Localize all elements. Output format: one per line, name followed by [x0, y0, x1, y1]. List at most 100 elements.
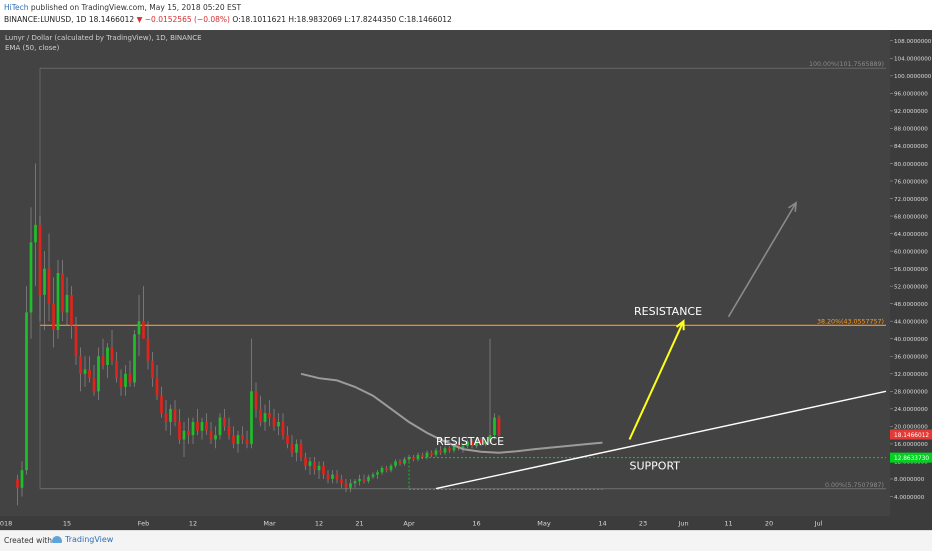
support-price-tag	[890, 452, 932, 463]
tradingview-brand-label: TradingView	[65, 535, 114, 544]
candle-body	[452, 443, 456, 451]
candle-body	[344, 483, 348, 488]
candle-body	[65, 294, 69, 313]
candle-body	[155, 378, 159, 396]
y-tick-label: 60.0000000	[894, 249, 928, 255]
candle-body	[367, 476, 370, 482]
candle-body	[304, 457, 307, 466]
projection-arrow-line	[628, 320, 685, 440]
candle-body	[74, 325, 78, 357]
candle-body	[290, 443, 294, 453]
candle-body	[16, 478, 19, 488]
y-tick-label: 48.0000000	[894, 302, 928, 308]
y-tick-label: 12.0000000	[894, 460, 928, 466]
candle-body	[196, 421, 199, 431]
candle-body	[182, 430, 186, 440]
candle-body	[205, 421, 208, 431]
candle-body	[223, 417, 226, 427]
y-tick-label: 28.0000000	[894, 390, 928, 396]
x-tick-label: 21	[355, 520, 363, 528]
y-tick-label: 20.0000000	[894, 425, 928, 431]
candle-body	[137, 321, 141, 335]
candle-body	[295, 443, 298, 453]
candle-body	[331, 474, 334, 479]
candle-body	[34, 224, 37, 243]
price-chart[interactable]: 100.00%(101.7565889) 38.20%(43.0557757) 0.…	[0, 30, 932, 530]
candle-body	[124, 373, 127, 387]
candle-body	[160, 395, 163, 414]
candle-body	[236, 435, 240, 444]
candle-body	[398, 461, 402, 464]
candle-body	[241, 435, 244, 440]
price-axis-background	[890, 30, 932, 530]
chart-footer: Created with TradingView	[0, 530, 932, 551]
candle-body	[317, 465, 321, 471]
x-tick-label: Jun	[677, 520, 688, 528]
candle-body	[353, 481, 357, 484]
candle-body	[380, 467, 384, 473]
chart-area[interactable]: 100.00%(101.7565889) 38.20%(43.0557757) 0.…	[0, 30, 932, 530]
y-tick-label: 84.0000000	[894, 144, 928, 150]
symbol-label: BINANCE:LUNUSD, 1D	[4, 15, 87, 24]
candle-body	[371, 474, 375, 477]
candle-body	[448, 448, 451, 451]
candle-body	[254, 391, 258, 409]
candle-body	[443, 448, 447, 453]
y-tick-label: 80.0000000	[894, 162, 928, 168]
candle-body	[79, 356, 82, 374]
y-tick-label: 52.0000000	[894, 284, 928, 290]
candle-body	[389, 465, 393, 471]
price-change: −0.0152565 (−0.08%)	[144, 15, 230, 24]
tradingview-logo-icon	[52, 536, 62, 543]
y-tick-label: 88.0000000	[894, 127, 928, 133]
candle-body	[439, 450, 442, 453]
y-tick-label: 36.0000000	[894, 355, 928, 361]
candle-body	[461, 446, 465, 449]
candle-body	[128, 373, 132, 383]
candle-body	[326, 474, 330, 479]
candle-body	[362, 478, 366, 482]
y-tick-label: 96.0000000	[894, 92, 928, 98]
candle-body	[61, 273, 64, 313]
projection-arrow-head	[675, 319, 685, 331]
candle-body	[484, 441, 487, 444]
candle-body	[322, 465, 325, 475]
candle-body	[83, 369, 87, 374]
x-tick-label: May	[537, 520, 551, 528]
candle-body	[142, 321, 145, 339]
fib-level-label: 100.00%(101.7565889)	[809, 61, 884, 68]
candle-body	[493, 417, 496, 436]
y-tick-label: 76.0000000	[894, 179, 928, 185]
candle-body	[191, 421, 195, 436]
x-tick-label: 16	[472, 520, 480, 528]
candle-body	[250, 391, 253, 444]
author-link[interactable]: HiTech	[4, 3, 29, 12]
x-tick-label: 20	[765, 520, 773, 528]
y-tick-label: 16.0000000	[894, 442, 928, 448]
candle-body	[25, 312, 28, 471]
candle-body	[232, 435, 235, 444]
projection-arrow-line	[727, 202, 797, 318]
x-tick-label: Jul	[814, 520, 823, 528]
candle-body	[277, 421, 280, 427]
y-tick-label: 100.0000000	[894, 74, 932, 80]
plot-background	[0, 30, 890, 516]
y-tick-label: 92.0000000	[894, 109, 928, 115]
last-price-tag-label: 18.1466012	[894, 433, 929, 439]
x-tick-label: 23	[639, 520, 647, 528]
down-arrow-icon: ▼	[136, 15, 143, 24]
x-tick-label: 2018	[0, 520, 12, 528]
tradingview-brand[interactable]: TradingView	[52, 535, 113, 544]
candle-body	[268, 413, 271, 418]
candle-body	[358, 478, 361, 482]
symbol-line: BINANCE:LUNUSD, 1D 18.1466012 ▼ −0.01525…	[4, 15, 452, 24]
candle-body	[425, 452, 429, 458]
candle-body	[245, 439, 249, 444]
high-value: H:18.9832069	[288, 15, 342, 24]
trend-line	[435, 390, 887, 490]
x-tick-label: 11	[724, 520, 732, 528]
candle-body	[272, 417, 276, 427]
last-price-tag	[890, 429, 932, 440]
candle-body	[281, 421, 285, 436]
chart-title: Lunyr / Dollar (calculated by TradingVie…	[5, 34, 202, 42]
